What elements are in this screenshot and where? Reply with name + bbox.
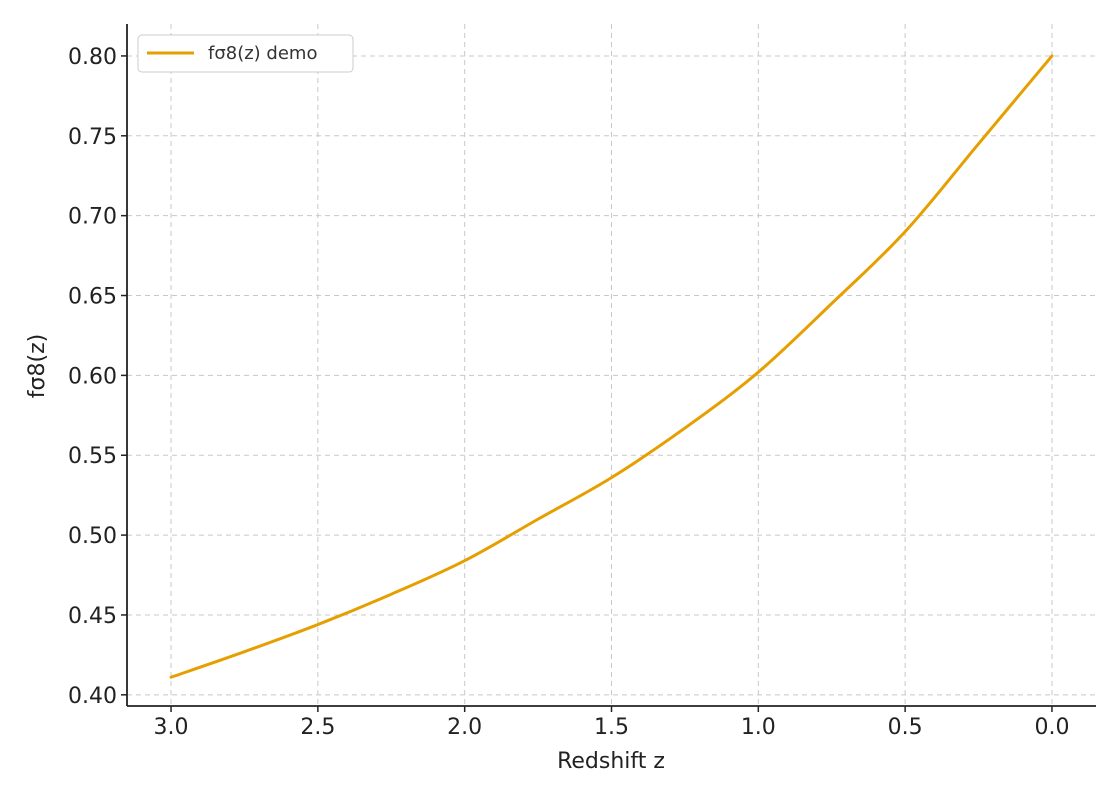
y-tick-label: 0.50	[68, 524, 117, 549]
legend-label: fσ8(z) demo	[208, 43, 317, 64]
axes	[121, 24, 1096, 712]
x-tick-label: 0.0	[1034, 715, 1069, 740]
y-tick-label: 0.60	[68, 364, 117, 389]
x-tick-label: 1.5	[594, 715, 629, 740]
x-tick-label: 2.0	[447, 715, 482, 740]
x-tick-label: 2.5	[300, 715, 335, 740]
legend: fσ8(z) demo	[137, 34, 354, 73]
y-tick-label: 0.65	[68, 285, 117, 310]
tick-labels: 3.0 2.5 2.0 1.5 1.0 0.5 0.0 0.40 0.45 0.50 0.55 0.6…	[68, 45, 1069, 740]
series-layer	[169, 54, 1054, 679]
y-tick-label: 0.55	[68, 444, 117, 469]
y-tick-label: 0.70	[68, 205, 117, 230]
y-axis-label: fσ8(z)	[25, 334, 50, 398]
y-tick-label: 0.80	[68, 45, 117, 70]
y-tick-label: 0.40	[68, 684, 117, 709]
x-tick-label: 0.5	[888, 715, 923, 740]
y-tick-label: 0.75	[68, 125, 117, 150]
series-line	[169, 54, 1054, 679]
legend-box	[137, 34, 354, 73]
x-tick-label: 1.0	[741, 715, 776, 740]
x-tick-label: 3.0	[154, 715, 189, 740]
x-axis-label: Redshift z	[557, 749, 665, 774]
y-tick-label: 0.45	[68, 604, 117, 629]
grid	[127, 24, 1096, 706]
